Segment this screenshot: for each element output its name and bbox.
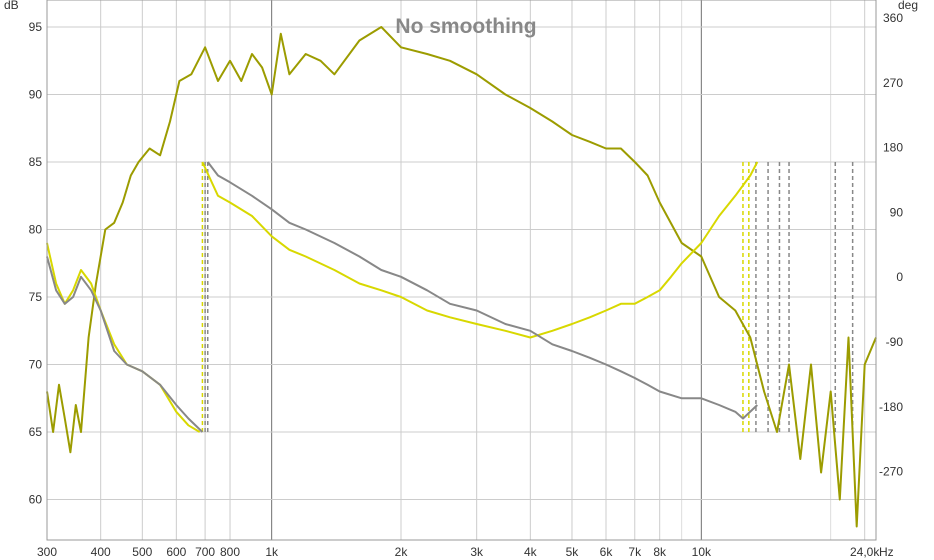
y-tick-label: 95: [29, 20, 43, 34]
series-line: [207, 161, 758, 420]
plot-area: [47, 0, 876, 540]
y2-axis-ticks: 360 270 180 90 0 -90 -180 -270: [879, 11, 903, 479]
x-tick-label: 400: [91, 545, 111, 559]
x-tick-label: 7k: [628, 545, 642, 559]
y-tick-label: 80: [29, 223, 43, 237]
series-lines: [46, 26, 877, 528]
grid-lines: [46, 0, 876, 540]
x-tick-label: 10k: [692, 545, 712, 559]
x-tick-label: 1k: [265, 545, 279, 559]
dashed-markers: [201, 162, 854, 432]
y2-tick-label: -90: [886, 335, 904, 349]
y2-tick-label: -180: [879, 400, 903, 414]
x-tick-label: 6k: [600, 545, 614, 559]
series-line: [201, 161, 759, 339]
x-tick-label: 5k: [566, 545, 580, 559]
series-line: [46, 26, 877, 528]
x-tick-label: 600: [166, 545, 186, 559]
x-tick-label: 300: [37, 545, 57, 559]
y2-tick-label: 180: [883, 141, 903, 155]
x-tick-label: 800: [220, 545, 240, 559]
y2-tick-label: -270: [879, 465, 903, 479]
plot-frame: [46, 0, 877, 541]
series-line: [46, 256, 204, 433]
x-tick-label: 4k: [524, 545, 538, 559]
x-tick-label: 3k: [470, 545, 484, 559]
y2-tick-label: 0: [896, 270, 903, 284]
y-tick-label: 65: [29, 425, 43, 439]
x-tick-label: 700: [195, 545, 215, 559]
y2-tick-label: 270: [883, 76, 903, 90]
y-tick-label: 70: [29, 358, 43, 372]
x-tick-label: 500: [132, 545, 152, 559]
x-axis-ticks: 300 400 500 600 700 800 1k 2k 3k 4k 5k 6k 7k 8k 10k 24,…: [37, 545, 880, 559]
y-tick-label: 90: [29, 88, 43, 102]
y-tick-label: 75: [29, 290, 43, 304]
x-axis-unit: Hz: [879, 545, 894, 559]
right-axis-unit: deg: [898, 0, 918, 12]
y-tick-label: 60: [29, 493, 43, 507]
y2-tick-label: 360: [883, 11, 903, 25]
y-tick-label: 85: [29, 155, 43, 169]
y-axis-ticks: 95 90 85 80 75 70 65 60: [29, 20, 43, 507]
x-tick-label: 2k: [395, 545, 409, 559]
y2-tick-label: 90: [890, 205, 904, 219]
x-tick-label: 24,0k: [850, 545, 880, 559]
chart-title: No smoothing: [395, 15, 536, 38]
x-tick-label: 8k: [653, 545, 667, 559]
left-axis-unit: dB: [4, 0, 19, 12]
